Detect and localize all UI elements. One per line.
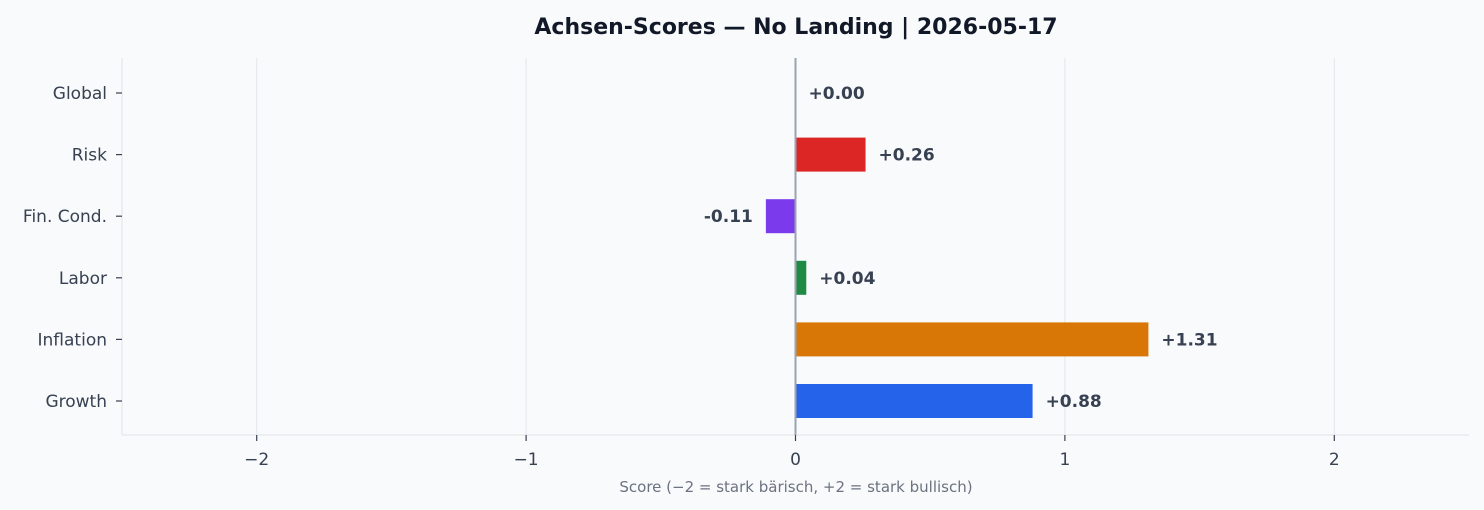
bars: [765, 137, 1149, 418]
category-label: Growth: [45, 392, 107, 412]
bar: [795, 384, 1033, 418]
axes: [116, 58, 1469, 441]
value-label: +1.31: [1161, 330, 1217, 350]
bar: [795, 322, 1149, 357]
category-label: Risk: [72, 146, 107, 166]
value-labels: +0.00 +0.26 -0.11 +0.04 +1.31 +0.88: [704, 84, 1218, 412]
value-label: +0.26: [879, 146, 935, 166]
category-label: Labor: [59, 269, 107, 289]
bar: [795, 137, 866, 172]
category-label: Fin. Cond.: [23, 207, 107, 227]
value-label: +0.00: [809, 84, 865, 104]
value-label: -0.11: [704, 207, 753, 227]
x-tick-label: 1: [1059, 450, 1070, 470]
category-labels: Global Risk Fin. Cond. Labor Inflation Growth: [23, 84, 107, 412]
x-tick-label: −2: [244, 450, 269, 470]
x-axis-label: Score (−2 = stark bärisch, +2 = stark bu…: [619, 478, 972, 496]
x-tick-label: −1: [514, 450, 539, 470]
x-tick-label: 2: [1329, 450, 1340, 470]
chart-title: Achsen-Scores — No Landing | 2026-05-17: [534, 15, 1057, 40]
bar: [795, 260, 807, 295]
bar: [765, 199, 796, 234]
value-label: +0.88: [1046, 392, 1102, 412]
category-label: Inflation: [38, 330, 107, 350]
value-label: +0.04: [819, 269, 875, 289]
x-tick-label: 0: [790, 450, 801, 470]
x-tick-labels: −2 −1 0 1 2: [244, 450, 1340, 470]
category-label: Global: [53, 84, 107, 104]
